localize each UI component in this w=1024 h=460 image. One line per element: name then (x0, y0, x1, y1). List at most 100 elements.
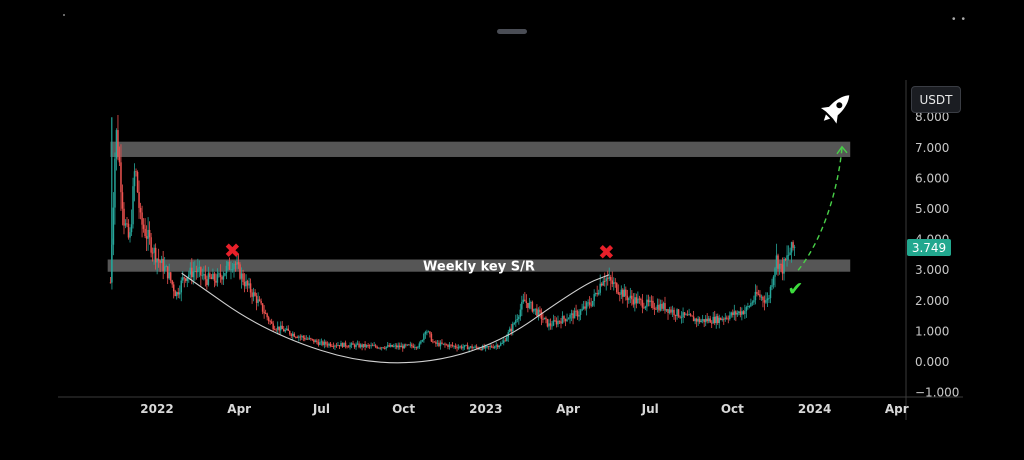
x-tick-label: 2022 (140, 402, 173, 416)
candle-body (114, 158, 116, 208)
annotations-layer: ✖ ✖ ✔ (181, 95, 850, 364)
candle-body (453, 345, 455, 347)
candle-body (335, 345, 338, 347)
candle-body (371, 345, 374, 347)
candle-body (677, 309, 680, 317)
candle-body (439, 342, 442, 347)
candle-body (169, 272, 172, 281)
candle-body (121, 192, 124, 209)
candle-body (662, 303, 665, 309)
candle-body (531, 302, 534, 312)
candle-body (667, 309, 669, 313)
candle-body (109, 282, 112, 284)
candle-body (730, 312, 733, 316)
candle-body (567, 318, 570, 320)
candle-body (462, 347, 464, 349)
candle-body (302, 336, 305, 338)
candle-body (585, 302, 588, 309)
candle-body (285, 328, 288, 330)
candle-body (224, 273, 226, 276)
x-tick-label: Oct (392, 402, 415, 416)
candle-body (282, 329, 285, 332)
candle-body (236, 262, 238, 265)
candle-body (780, 264, 782, 265)
candle-body (588, 302, 591, 305)
candle-body (150, 237, 152, 253)
candle-body (424, 331, 427, 334)
candle-body (742, 311, 745, 314)
candle-body (554, 320, 556, 322)
drag-handle[interactable] (497, 29, 527, 34)
candle-body (216, 274, 219, 283)
rejection-x-icon: ✖ (224, 238, 241, 262)
candle-body (417, 347, 419, 348)
candle-body (421, 340, 424, 342)
candle-body (388, 345, 390, 347)
candle-body (311, 338, 314, 340)
candle-body (138, 192, 140, 208)
candle-body (784, 259, 787, 260)
candle-body (600, 283, 603, 286)
candle-body (290, 334, 293, 336)
candle-body (545, 317, 547, 319)
candle-body (441, 342, 443, 344)
candle-body (641, 300, 644, 308)
candle-body (289, 330, 291, 335)
candle-body (323, 341, 326, 345)
candle-body (168, 272, 170, 279)
candle-body (659, 303, 662, 311)
candle-body (724, 317, 727, 320)
candle-body (251, 292, 253, 297)
candle-body (679, 316, 681, 318)
candle-body (451, 344, 454, 346)
candle-body (614, 282, 617, 284)
candle-body (674, 315, 677, 316)
candle-body (270, 321, 273, 324)
candle-body (414, 347, 416, 349)
candle-body (575, 310, 577, 312)
candle-body (188, 274, 190, 278)
candle-body (301, 336, 303, 337)
candle-body (599, 283, 601, 293)
candle-body (792, 242, 794, 248)
more-options-icon[interactable]: •• (952, 14, 972, 25)
candle-body (558, 320, 561, 322)
candle-body (456, 347, 458, 349)
candle-body (530, 302, 532, 303)
y-tick-label: 0.000 (915, 355, 949, 369)
candle-body (322, 341, 324, 345)
candle-body (174, 291, 176, 297)
candle-body (408, 344, 410, 346)
candle-body (623, 289, 626, 297)
candle-body (341, 343, 344, 347)
candle-body (706, 318, 708, 322)
candle-body (328, 343, 330, 346)
candle-body (771, 285, 773, 287)
candle-body (557, 320, 559, 325)
candle-body (278, 326, 280, 331)
candle-body (248, 283, 250, 286)
candle-body (222, 275, 225, 280)
candle-body (228, 261, 231, 270)
candle-body (616, 283, 618, 293)
candle-body (620, 289, 623, 295)
candle-body (680, 317, 683, 318)
candle-body (694, 318, 696, 322)
candle-body (760, 296, 763, 298)
candle-body (383, 348, 386, 349)
candle-body (471, 346, 473, 349)
candle-body (597, 292, 600, 295)
candle-body (626, 295, 629, 301)
candle-body (555, 320, 558, 325)
projection-arrowhead (836, 145, 848, 155)
currency-unit-button[interactable]: USDT (911, 86, 961, 113)
candle-body (233, 263, 235, 270)
candle-body (593, 294, 595, 301)
rejection-x-icon: ✖ (598, 240, 615, 264)
candle-body (509, 328, 511, 333)
candle-body (295, 336, 297, 338)
candle-body (512, 323, 514, 332)
candle-body (515, 320, 517, 324)
candle-body (186, 277, 189, 281)
